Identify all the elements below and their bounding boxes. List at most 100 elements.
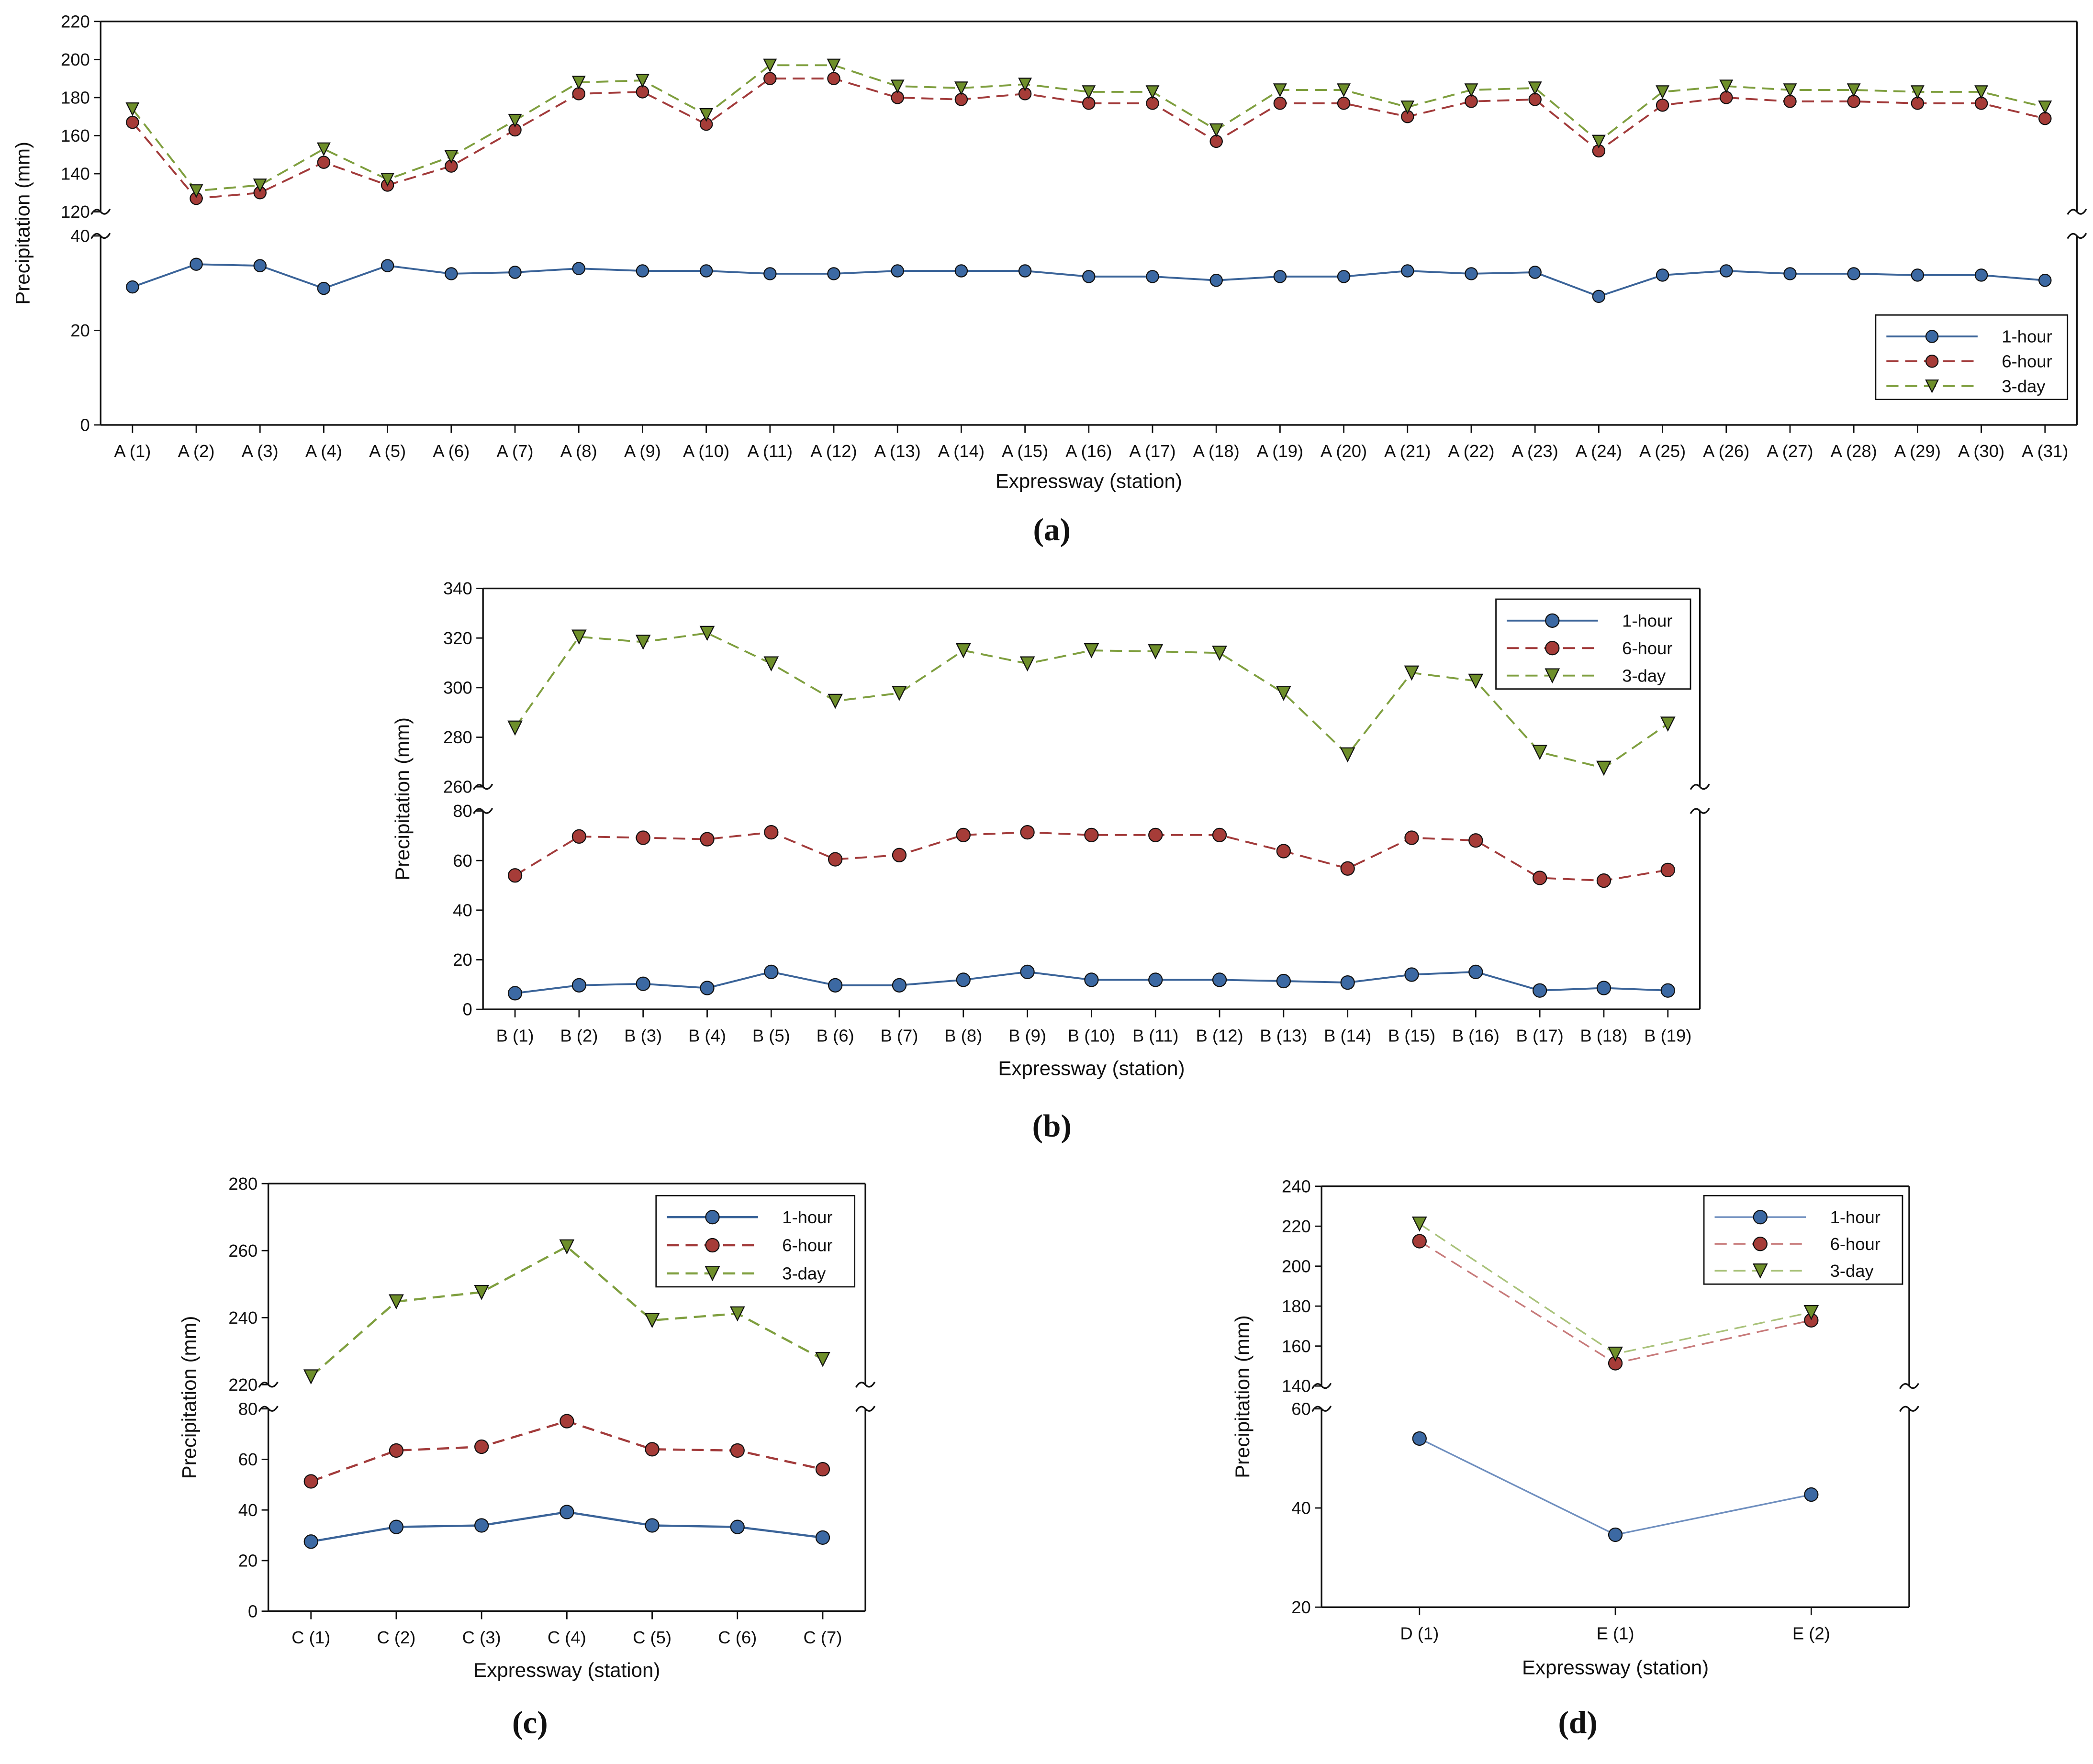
- data-point-circle: [1596, 873, 1612, 888]
- x-tick-label: A (17): [1129, 441, 1175, 461]
- data-point-circle: [1783, 267, 1797, 280]
- data-point-circle: [1276, 844, 1291, 859]
- y-tick-label: 200: [61, 50, 90, 69]
- chart-panel-c: 0 20 40 60 80 220 240 260 280 C (1) C (2) C (3) C (4…: [178, 1174, 876, 1741]
- data-point-triangle: [389, 1294, 404, 1310]
- data-point-circle: [730, 1519, 745, 1534]
- y-tick-label: 320: [443, 628, 472, 648]
- data-point-circle: [507, 868, 523, 883]
- x-tick-label: B (11): [1132, 1026, 1178, 1045]
- data-point-circle: [1401, 264, 1414, 278]
- data-point-triangle: [507, 720, 523, 736]
- data-point-circle: [1532, 871, 1547, 885]
- y-tick-label: 0: [462, 1000, 472, 1019]
- y-tick-label: 0: [80, 415, 90, 435]
- data-point-triangle: [1847, 83, 1861, 98]
- data-point-triangle: [699, 625, 715, 641]
- x-tick-label: A (31): [2022, 441, 2068, 461]
- data-point-circle: [763, 267, 777, 280]
- data-point-triangle: [1148, 644, 1164, 659]
- data-point-circle: [1084, 972, 1099, 987]
- y-tick-label: 40: [70, 226, 90, 246]
- data-point-triangle: [1752, 1263, 1768, 1279]
- x-tick-label: A (20): [1321, 441, 1367, 461]
- y-tick-label: 140: [61, 164, 90, 184]
- x-tick-label: A (26): [1703, 441, 1749, 461]
- data-point-triangle: [474, 1284, 489, 1300]
- data-point-circle: [1753, 1237, 1768, 1251]
- x-axis-label: Expressway (station): [1522, 1656, 1709, 1678]
- y-tick-label: 40: [238, 1500, 258, 1520]
- data-point-triangle: [1082, 85, 1096, 100]
- data-point-circle: [1468, 833, 1483, 848]
- data-point-circle: [1720, 264, 1733, 278]
- data-point-circle: [1146, 270, 1159, 283]
- axis-break-mark: [258, 1381, 279, 1388]
- data-point-circle: [1911, 268, 1925, 282]
- data-point-triangle: [1608, 1346, 1623, 1362]
- series-6-hour: [303, 1414, 830, 1489]
- data-point-circle: [700, 832, 715, 847]
- data-point-triangle: [1656, 85, 1670, 100]
- x-tick-label: A (8): [560, 441, 597, 461]
- series-1-hour: [303, 1505, 830, 1549]
- data-point-circle: [1660, 983, 1675, 998]
- data-point-triangle: [571, 76, 586, 90]
- data-point-circle: [1532, 983, 1547, 998]
- data-point-triangle: [317, 142, 331, 156]
- data-point-triangle: [1532, 745, 1547, 760]
- x-tick-label: B (13): [1260, 1026, 1307, 1045]
- data-point-circle: [560, 1414, 574, 1429]
- x-axis-label: Expressway (station): [473, 1659, 660, 1681]
- data-point-triangle: [729, 1306, 745, 1322]
- x-tick-label: A (4): [305, 441, 342, 461]
- data-point-triangle: [827, 58, 841, 73]
- data-point-triangle: [815, 1351, 830, 1367]
- x-tick-label: A (7): [497, 441, 534, 461]
- axis-break-mark: [1690, 783, 1710, 790]
- legend-label: 1-hour: [2002, 327, 2052, 346]
- series-line: [132, 64, 2046, 192]
- data-point-circle: [764, 964, 779, 979]
- data-point-circle: [828, 852, 843, 867]
- x-tick-label: B (17): [1516, 1026, 1564, 1045]
- legend-box: [1495, 598, 1691, 690]
- x-tick-label: A (13): [874, 441, 921, 461]
- data-point-circle: [1082, 270, 1096, 283]
- series-3-day: [125, 58, 2052, 198]
- data-point-circle: [645, 1442, 660, 1457]
- data-point-circle: [253, 259, 267, 272]
- series-6-hour: [507, 825, 1675, 888]
- data-point-triangle: [189, 184, 203, 198]
- y-axis-label: Precipitation (mm): [11, 142, 34, 305]
- x-tick-label: B (10): [1068, 1026, 1115, 1045]
- x-tick-label: B (2): [560, 1026, 598, 1045]
- data-point-triangle: [1783, 83, 1797, 98]
- data-point-triangle: [635, 635, 651, 650]
- x-tick-label: A (2): [178, 441, 215, 461]
- data-point-triangle: [1596, 760, 1612, 776]
- data-point-circle: [445, 267, 458, 280]
- x-axis-label: Expressway (station): [998, 1057, 1185, 1079]
- data-point-circle: [645, 1518, 660, 1533]
- data-point-triangle: [1468, 673, 1484, 689]
- y-tick-label: 280: [443, 727, 472, 747]
- y-tick-label: 160: [1282, 1336, 1311, 1356]
- data-point-circle: [956, 827, 971, 842]
- data-point-circle: [1148, 827, 1163, 842]
- data-point-triangle: [1528, 81, 1542, 96]
- data-point-circle: [303, 1534, 318, 1549]
- x-tick-label: B (15): [1388, 1026, 1435, 1045]
- axis-break-mark: [1690, 808, 1710, 815]
- data-point-circle: [1209, 274, 1223, 287]
- x-tick-label: B (6): [817, 1026, 854, 1045]
- legend-label: 1-hour: [1830, 1207, 1880, 1227]
- series-1-hour: [1412, 1431, 1819, 1542]
- data-point-triangle: [303, 1369, 319, 1385]
- y-tick-label: 60: [1291, 1399, 1311, 1418]
- data-point-circle: [1404, 830, 1419, 845]
- y-tick-label: 140: [1282, 1376, 1311, 1396]
- legend-label: 6-hour: [1622, 638, 1672, 658]
- chart-panel-b: 0 20 40 60 80 260 280 300 320 340 B (1) B (2) B (3) B…: [391, 579, 1710, 1144]
- data-point-circle: [764, 825, 779, 840]
